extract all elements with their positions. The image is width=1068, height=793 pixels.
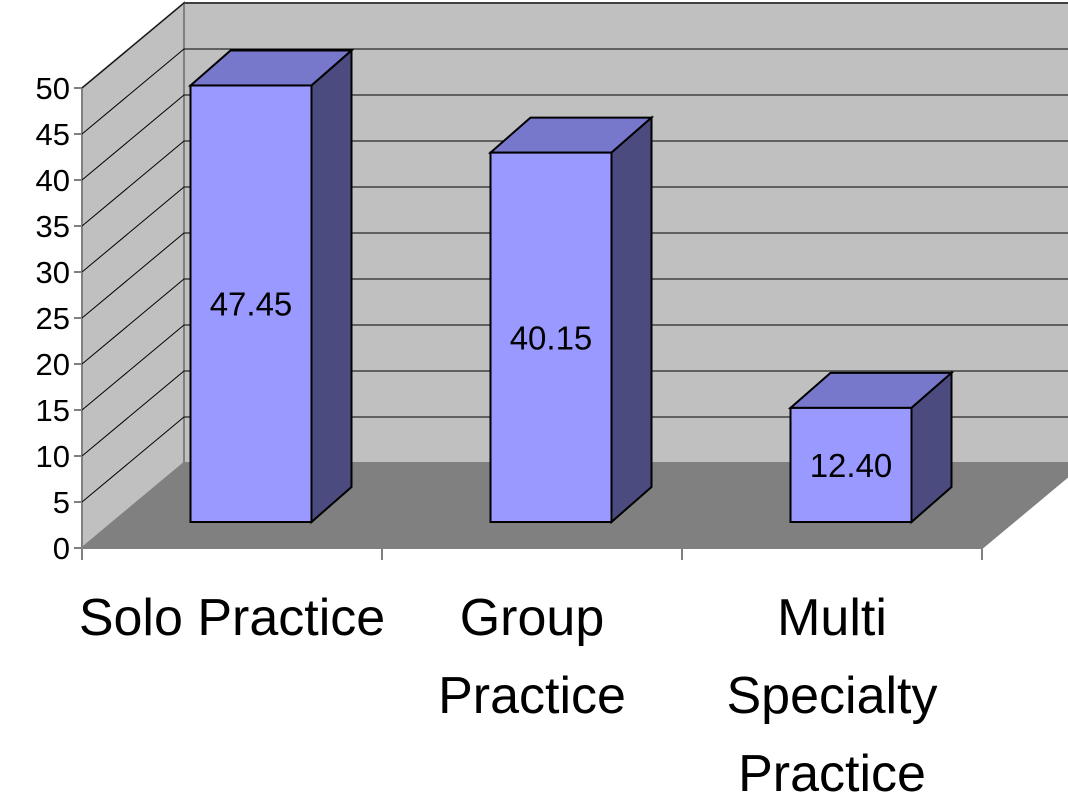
x-category-label-line: Specialty <box>727 667 938 725</box>
gridline-40 <box>81 94 1068 181</box>
y-tick-label: 10 <box>36 439 70 474</box>
bar-front <box>789 406 913 524</box>
y-tick-label: 5 <box>53 485 70 520</box>
bar-front <box>489 151 613 523</box>
gridline-25 <box>81 232 1068 319</box>
gridline-5 <box>81 416 1068 503</box>
gridline-50 <box>81 2 1068 89</box>
y-tick-label: 25 <box>36 301 70 336</box>
floor-right-edge <box>981 475 1068 549</box>
x-category-label-line: Practice <box>438 667 626 725</box>
y-tick-label: 40 <box>36 163 70 198</box>
gridline-30 <box>81 186 1068 273</box>
y-tick-label: 45 <box>36 117 70 152</box>
y-axis-ticks: 0 5 10 15 20 25 30 35 40 45 50 <box>36 71 70 566</box>
x-axis-labels: Solo Practice Group Practice Multi Specialty… <box>79 589 938 793</box>
y-tick-label: 20 <box>36 347 70 382</box>
gridline-20 <box>81 278 1068 365</box>
y-tick-label: 15 <box>36 393 70 428</box>
bars <box>187 48 955 525</box>
x-category-label: Group Practice <box>438 589 626 725</box>
bar <box>187 48 355 525</box>
x-category-label-line: Multi <box>777 589 887 647</box>
data-labels: 47.45 40.15 12.40 <box>210 286 893 484</box>
bar <box>487 115 655 525</box>
bar-side <box>610 115 653 525</box>
data-label: 47.45 <box>210 286 293 323</box>
x-category-label-line: Practice <box>738 745 926 793</box>
x-category-label: Solo Practice <box>79 589 385 647</box>
x-category-label: Multi Specialty Practice <box>727 589 938 793</box>
x-category-label-line: Group <box>460 589 605 647</box>
y-tick-label: 0 <box>53 531 70 566</box>
gridline-35 <box>81 140 1068 227</box>
x-category-label-line: Solo Practice <box>79 589 385 647</box>
data-label: 40.15 <box>510 319 593 356</box>
y-tick-label: 30 <box>36 255 70 290</box>
gridline-10 <box>81 370 1068 457</box>
gridlines <box>81 2 1068 503</box>
data-label: 12.40 <box>810 447 893 484</box>
axes <box>74 87 1068 560</box>
bar-front <box>189 84 313 524</box>
bar-side <box>310 48 353 525</box>
y-tick-label: 35 <box>36 209 70 244</box>
y-tick-label: 50 <box>36 71 70 106</box>
bar <box>787 370 955 525</box>
gridline-45 <box>81 48 1068 135</box>
gridline-15 <box>81 324 1068 411</box>
